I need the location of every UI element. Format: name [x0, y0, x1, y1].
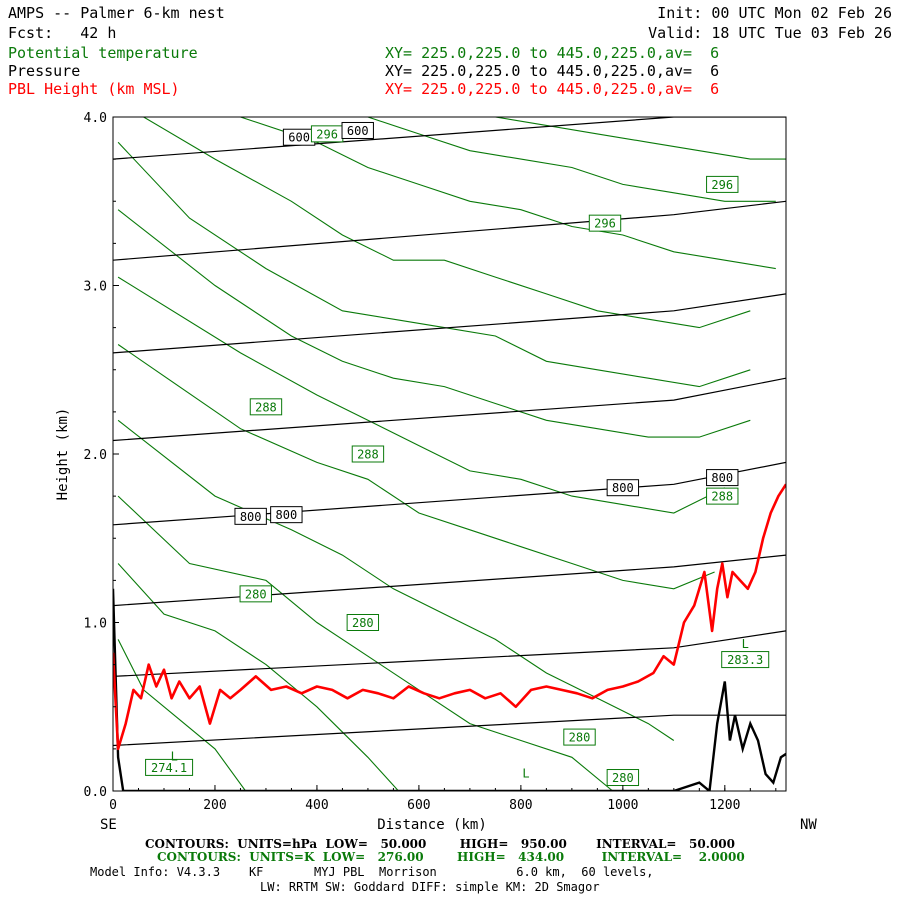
contour-label: 600 [288, 131, 310, 145]
pressure-contour-line [113, 117, 786, 160]
low-marker: L [171, 750, 178, 764]
contour-label-box [706, 469, 739, 487]
x-tick-label: 400 [305, 798, 328, 813]
x-tick-label: 0 [109, 798, 117, 813]
low-marker: L [522, 767, 529, 781]
pressure-contour-line [113, 461, 786, 526]
axes: 0 200 400 600 800 1000 1200 0.0 1.0 2.0 3.0 4.0 [84, 111, 777, 813]
theta-contour-line [240, 117, 776, 270]
low-marker: L [742, 637, 749, 651]
left-end-label: SE [100, 817, 117, 833]
contour-label-box [588, 214, 622, 232]
y-tick-label: 3.0 [84, 280, 107, 295]
contour-label: 280 [352, 616, 374, 630]
terrain-line [113, 588, 786, 791]
pbl-height-line [113, 483, 786, 751]
header-fcst: Fcst: 42 h [8, 24, 117, 42]
pressure-contour-line [113, 293, 786, 354]
theta-contour-line [117, 495, 614, 791]
contour-label: 280 [569, 731, 591, 745]
footer-physics-info: LW: RRTM SW: Goddard DIFF: simple KM: 2D… [260, 880, 600, 894]
contour-label: 800 [612, 481, 634, 495]
pressure-contour-line [113, 630, 786, 677]
contour-label-box [721, 651, 770, 669]
header-title: AMPS -- Palmer 6-km nest [8, 4, 225, 22]
pressure-contour-line [113, 200, 786, 261]
contour-label-box [239, 585, 272, 603]
header-init: Init: 00 UTC Mon 02 Feb 26 [657, 4, 892, 22]
theta-contour-line [117, 344, 715, 590]
theta-contour-line [117, 141, 751, 388]
contour-label: 288 [711, 490, 733, 504]
header-valid: Valid: 18 UTC Tue 03 Feb 26 [648, 24, 892, 42]
field-name-pressure: Pressure [8, 62, 81, 80]
x-axis-label: Distance (km) [377, 817, 487, 833]
contour-label: 296 [316, 127, 338, 141]
field-xy-theta: XY= 225.0,225.0 to 445.0,225.0,av= 6 [385, 44, 720, 62]
contour-label-box [270, 506, 303, 524]
theta-contour-line [117, 209, 751, 438]
contour-label: 283.3 [727, 653, 763, 667]
contour-label: 800 [711, 471, 733, 485]
contour-label: 274.1 [151, 761, 187, 775]
contour-label: 800 [276, 508, 298, 522]
y-tick-label: 0.0 [84, 785, 107, 800]
contour-label-box [706, 487, 739, 505]
contour-label: 288 [255, 400, 277, 414]
contour-label: 280 [245, 587, 267, 601]
footer-contours-theta: CONTOURS: UNITS=K LOW= 276.00 HIGH= 434.… [157, 850, 745, 864]
plot-frame [112, 116, 787, 792]
contour-label-box [606, 479, 640, 497]
pressure-contour-line [113, 714, 786, 747]
contour-label-box [249, 398, 283, 416]
contour-label-box [351, 445, 385, 463]
y-tick-label: 1.0 [84, 617, 107, 632]
theta-contour-line [367, 117, 776, 202]
contour-label-box [234, 507, 267, 525]
field-xy-pbl: XY= 225.0,225.0 to 445.0,225.0,av= 6 [385, 80, 720, 98]
contour-label-box [706, 175, 739, 193]
contour-label: 280 [612, 771, 634, 785]
y-tick-label: 2.0 [84, 448, 107, 463]
x-tick-label: 800 [509, 798, 532, 813]
field-name-pbl: PBL Height (km MSL) [8, 80, 180, 98]
theta-contours [117, 117, 786, 791]
theta-contour-line [117, 639, 247, 791]
contour-labels: 600 296 600 296 296 288 288 800 800 288 800 800 280 2… [145, 121, 770, 787]
theta-contour-line [117, 276, 726, 514]
right-end-label: NW [800, 817, 817, 833]
contour-label: 600 [347, 124, 369, 138]
contour-label: 296 [711, 178, 733, 192]
pressure-contour-line [113, 377, 786, 442]
theta-contour-line [117, 563, 399, 791]
theta-contour-line [143, 117, 751, 329]
contour-label-box [563, 728, 596, 746]
x-tick-label: 1000 [607, 798, 638, 813]
contour-label-box [145, 758, 194, 776]
pressure-contour-line [113, 554, 786, 607]
pressure-contours [113, 117, 786, 747]
pbl-height-series [113, 483, 786, 751]
x-tick-label: 1200 [709, 798, 740, 813]
y-axis-label: Height (km) [55, 408, 71, 501]
x-tick-label: 200 [203, 798, 226, 813]
contour-label: 288 [357, 448, 379, 462]
x-tick-label: 600 [407, 798, 430, 813]
contour-label: 296 [594, 217, 616, 231]
theta-contour-line [495, 117, 786, 160]
contour-label: 800 [240, 510, 262, 524]
terrain-profile [113, 588, 786, 791]
footer-model-info: Model Info: V4.3.3 KF MYJ PBL Morrison 6… [90, 865, 654, 879]
field-xy-pressure: XY= 225.0,225.0 to 445.0,225.0,av= 6 [385, 62, 720, 80]
footer-contours-pressure: CONTOURS: UNITS=hPa LOW= 50.000 HIGH= 95… [145, 837, 735, 851]
contour-label-box [346, 614, 380, 631]
contour-label-box [341, 121, 374, 139]
field-name-theta: Potential temperature [8, 44, 198, 62]
y-tick-label: 4.0 [84, 111, 107, 126]
